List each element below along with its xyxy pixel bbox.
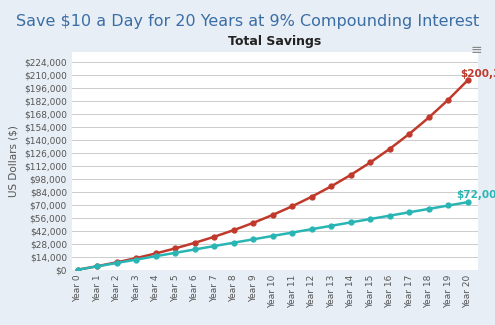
Text: ≡: ≡ xyxy=(470,43,482,57)
Text: Save $10 a Day for 20 Years at 9% Compounding Interest: Save $10 a Day for 20 Years at 9% Compou… xyxy=(16,14,479,29)
Y-axis label: US Dollars ($): US Dollars ($) xyxy=(8,125,18,197)
Title: Total Savings: Total Savings xyxy=(228,35,321,48)
Text: $200,366: $200,366 xyxy=(460,69,495,79)
Text: $72,000: $72,000 xyxy=(456,190,495,201)
